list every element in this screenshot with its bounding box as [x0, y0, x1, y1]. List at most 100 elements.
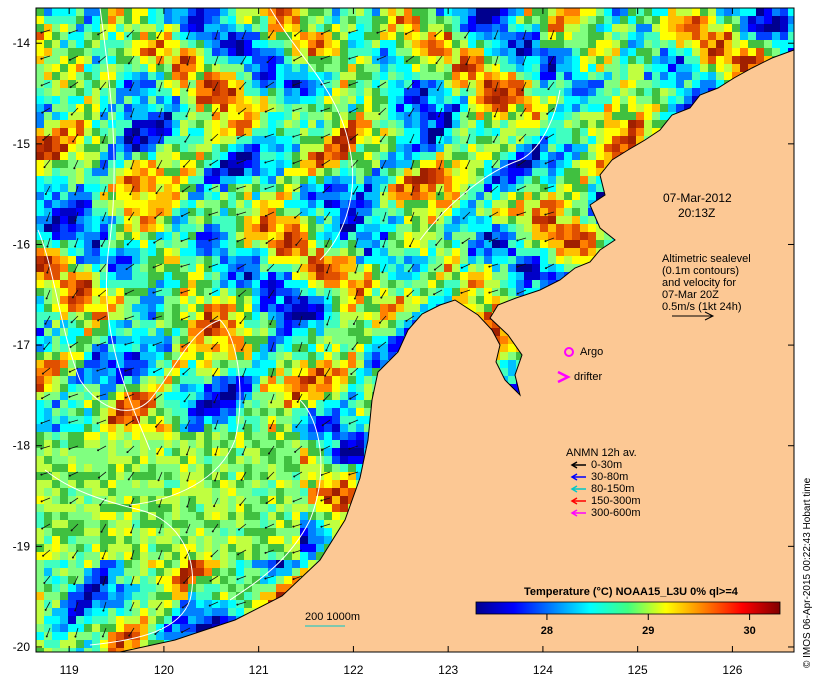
sst-pixel [404, 88, 412, 96]
sst-pixel [396, 280, 404, 288]
sst-pixel [524, 64, 532, 72]
sst-pixel [412, 176, 420, 184]
sst-pixel [316, 24, 324, 32]
sst-pixel [116, 224, 124, 232]
sst-pixel [188, 56, 196, 64]
sst-pixel [316, 368, 324, 376]
sst-pixel [332, 64, 340, 72]
sst-pixel [148, 192, 156, 200]
sst-pixel [76, 272, 84, 280]
sst-pixel [188, 184, 196, 192]
sst-pixel [596, 72, 604, 80]
sst-pixel [220, 424, 228, 432]
sst-pixel [84, 200, 92, 208]
sst-pixel [132, 24, 140, 32]
sst-pixel [44, 80, 52, 88]
sst-pixel [788, 16, 794, 24]
sst-pixel [244, 200, 252, 208]
sst-pixel [324, 264, 332, 272]
sst-pixel [148, 328, 156, 336]
sst-pixel [108, 176, 116, 184]
sst-pixel [132, 360, 140, 368]
sst-pixel [444, 96, 452, 104]
sst-pixel [356, 8, 364, 16]
sst-pixel [396, 24, 404, 32]
sst-pixel [420, 296, 428, 304]
sst-pixel [100, 168, 108, 176]
sst-pixel [76, 136, 84, 144]
sst-pixel [284, 320, 292, 328]
sst-pixel [196, 304, 204, 312]
sst-pixel [132, 176, 140, 184]
sst-pixel [292, 280, 300, 288]
sst-pixel [436, 88, 444, 96]
sst-pixel [228, 16, 236, 24]
sst-pixel [692, 32, 700, 40]
sst-pixel [76, 144, 84, 152]
sst-pixel [172, 104, 180, 112]
sst-pixel [284, 8, 292, 16]
sst-pixel [180, 200, 188, 208]
sst-pixel [364, 184, 372, 192]
sst-pixel [100, 64, 108, 72]
sst-pixel [204, 160, 212, 168]
sst-pixel [180, 424, 188, 432]
sst-pixel [100, 72, 108, 80]
sst-pixel [508, 48, 516, 56]
sst-pixel [556, 232, 564, 240]
sst-pixel [604, 64, 612, 72]
sst-pixel [252, 112, 260, 120]
sst-pixel [92, 384, 100, 392]
sst-pixel [324, 416, 332, 424]
sst-pixel [76, 80, 84, 88]
sst-pixel [108, 8, 116, 16]
sst-pixel [204, 96, 212, 104]
sst-pixel [596, 104, 604, 112]
sst-pixel [252, 232, 260, 240]
sst-pixel [116, 200, 124, 208]
sst-pixel [308, 136, 316, 144]
sst-pixel [524, 224, 532, 232]
sst-pixel [268, 88, 276, 96]
sst-pixel [204, 216, 212, 224]
sst-pixel [468, 72, 476, 80]
sst-pixel [644, 16, 652, 24]
sst-pixel [380, 120, 388, 128]
sst-pixel [340, 216, 348, 224]
sst-pixel [388, 336, 396, 344]
sst-pixel [188, 400, 196, 408]
sst-pixel [372, 224, 380, 232]
sst-pixel [428, 104, 436, 112]
sst-pixel [572, 208, 580, 216]
sst-pixel [708, 64, 716, 72]
sst-pixel [340, 408, 348, 416]
sst-pixel [68, 24, 76, 32]
sst-pixel [244, 32, 252, 40]
sst-pixel [612, 152, 620, 160]
sst-pixel [476, 144, 484, 152]
sst-pixel [444, 224, 452, 232]
sst-pixel [412, 312, 420, 320]
sst-pixel [84, 192, 92, 200]
sst-pixel [596, 24, 604, 32]
sst-pixel [316, 352, 324, 360]
sst-pixel [380, 8, 388, 16]
sst-pixel [260, 72, 268, 80]
sst-pixel [436, 184, 444, 192]
sst-pixel [508, 288, 516, 296]
sst-pixel [556, 184, 564, 192]
sst-pixel [124, 248, 132, 256]
sst-pixel [148, 80, 156, 88]
sst-pixel [508, 192, 516, 200]
sst-pixel [364, 32, 372, 40]
sst-pixel [204, 384, 212, 392]
sst-pixel [380, 312, 388, 320]
sst-pixel [460, 280, 468, 288]
sst-pixel [484, 80, 492, 88]
sst-pixel [108, 48, 116, 56]
sst-pixel [460, 144, 468, 152]
sst-pixel [124, 192, 132, 200]
sst-pixel [364, 24, 372, 32]
sst-pixel [276, 160, 284, 168]
sst-pixel [332, 280, 340, 288]
